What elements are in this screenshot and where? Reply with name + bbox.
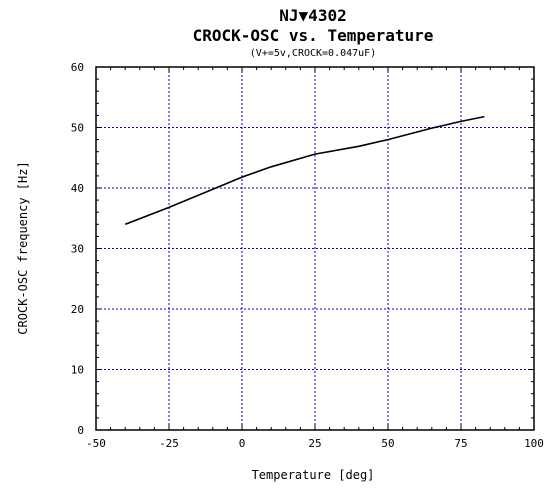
chart-subtitle: (V+=5v,CROCK=0.047uF) bbox=[250, 48, 376, 59]
line-layer bbox=[124, 115, 485, 226]
series-line bbox=[124, 115, 485, 226]
y-tick-label: 40 bbox=[71, 182, 84, 195]
y-axis-label: CROCK-OSC frequency [Hz] bbox=[16, 161, 30, 334]
x-tick-label: -50 bbox=[86, 437, 106, 450]
y-tick-label: 30 bbox=[71, 243, 84, 256]
y-tick-label: 10 bbox=[71, 364, 84, 377]
grid-layer bbox=[96, 67, 534, 430]
x-tick-label: 0 bbox=[239, 437, 246, 450]
y-tick-label: 50 bbox=[71, 122, 84, 135]
x-tick-label: 50 bbox=[381, 437, 394, 450]
x-tick-label: -25 bbox=[159, 437, 179, 450]
chart-title-line2: CROCK-OSC vs. Temperature bbox=[193, 26, 434, 45]
x-tick-label: 100 bbox=[524, 437, 544, 450]
y-tick-label: 60 bbox=[71, 61, 84, 74]
tick-layer: -50 -25 0 25 50 75 100 0 10 20 30 40 50 60 bbox=[71, 61, 544, 450]
x-tick-label: 25 bbox=[308, 437, 321, 450]
x-tick-label: 75 bbox=[454, 437, 467, 450]
chart-title-line1: NJ▼4302 bbox=[279, 6, 346, 25]
y-tick-label: 0 bbox=[77, 424, 84, 437]
y-tick-label: 20 bbox=[71, 303, 84, 316]
x-axis-label: Temperature [deg] bbox=[252, 468, 375, 482]
